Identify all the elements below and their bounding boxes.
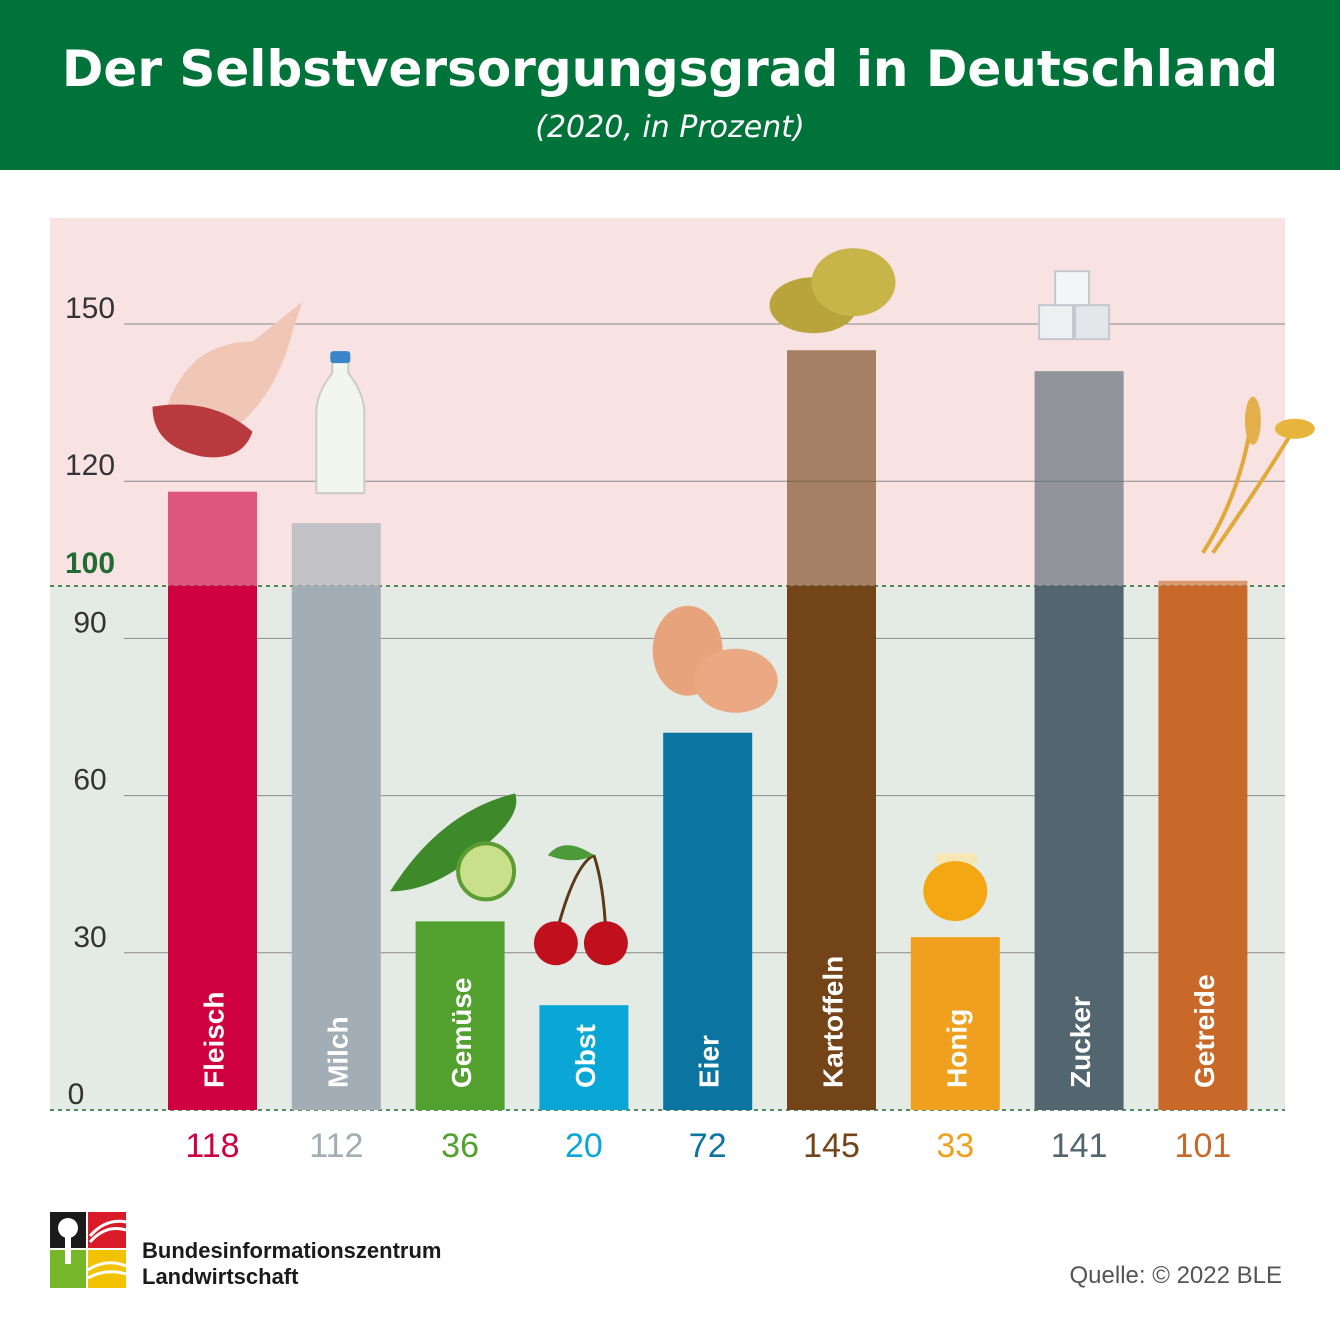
y-tick-label: 150 — [65, 292, 115, 325]
value-label: 118 — [185, 1127, 239, 1165]
org-line-1: Bundesinformationszentrum — [142, 1238, 442, 1263]
oat-ear-icon — [1274, 418, 1315, 439]
bar-upper-milch — [291, 523, 381, 586]
bar-fleisch — [168, 586, 257, 1110]
bar-eier — [663, 732, 753, 1110]
cherry-right-icon — [583, 921, 628, 966]
bar-milch — [291, 586, 381, 1110]
y-tick-label: 120 — [65, 449, 115, 482]
honey-lid-icon — [935, 853, 978, 866]
bar-honig — [910, 937, 1000, 1110]
category-label: Eier — [694, 1035, 725, 1088]
category-label: Getreide — [1189, 974, 1220, 1088]
category-label: Gemüse — [446, 978, 477, 1089]
bar-upper-getreide — [1158, 580, 1248, 586]
category-label: Zucker — [1065, 996, 1096, 1088]
sugar-cube-right-icon — [1074, 304, 1111, 341]
value-label: 72 — [689, 1127, 727, 1165]
sugar-cube-top-icon — [1054, 270, 1091, 307]
bar-obst — [539, 1005, 629, 1110]
value-label: 141 — [1051, 1127, 1108, 1165]
category-label: Milch — [322, 1016, 353, 1088]
cucumber-slice-icon — [456, 841, 517, 902]
cherry-left-icon — [533, 921, 578, 966]
cucumber-icon — [390, 793, 517, 892]
bar-chart: 0 30 60 90 120 150 100 Fleisch 118 Milch 112 Gemüse… — [50, 218, 1315, 1165]
ble-logo-icon — [50, 1212, 126, 1288]
honey-jar-icon — [923, 861, 988, 922]
reference-label: 100 — [65, 547, 115, 580]
header-banner: Der Selbstversorgungsgrad in Deutschland… — [0, 0, 1340, 170]
organization-name: Bundesinformationszentrum Landwirtschaft — [142, 1238, 441, 1290]
category-label: Kartoffeln — [818, 956, 849, 1088]
bar-zucker — [1034, 586, 1124, 1110]
meat-cut-icon — [152, 404, 253, 458]
cherry-leaf-icon — [547, 845, 594, 861]
source-note: Quelle: © 2022 BLE — [1069, 1262, 1282, 1289]
y-tick-label: 30 — [73, 921, 106, 954]
value-label: 112 — [309, 1127, 363, 1165]
value-label: 36 — [441, 1127, 479, 1165]
y-tick-label: 90 — [73, 606, 106, 639]
y-tick-label: 0 — [68, 1078, 85, 1111]
bar-upper-fleisch — [168, 491, 257, 586]
sugar-cube-left-icon — [1038, 304, 1075, 341]
value-label: 101 — [1175, 1127, 1232, 1165]
value-label: 145 — [803, 1127, 860, 1165]
bar-gemüse — [415, 921, 505, 1110]
bar-upper-kartoffeln — [787, 350, 876, 586]
category-label: Honig — [941, 1009, 972, 1088]
category-label: Fleisch — [199, 992, 230, 1088]
bar-getreide — [1158, 586, 1248, 1110]
milk-cap-icon — [330, 351, 351, 364]
value-label: 33 — [936, 1127, 974, 1165]
category-label: Obst — [570, 1024, 601, 1088]
bar-kartoffeln — [787, 586, 876, 1110]
y-tick-label: 60 — [73, 764, 106, 797]
page-subtitle: (2020, in Prozent) — [535, 110, 805, 145]
potato-front-icon — [811, 248, 896, 317]
page-title: Der Selbstversorgungsgrad in Deutschland — [61, 40, 1279, 98]
value-label: 20 — [565, 1127, 603, 1165]
bar-upper-zucker — [1034, 371, 1124, 586]
egg-front-icon — [693, 648, 778, 713]
org-line-2: Landwirtschaft — [142, 1264, 299, 1289]
wheat-ear-icon — [1244, 396, 1261, 445]
